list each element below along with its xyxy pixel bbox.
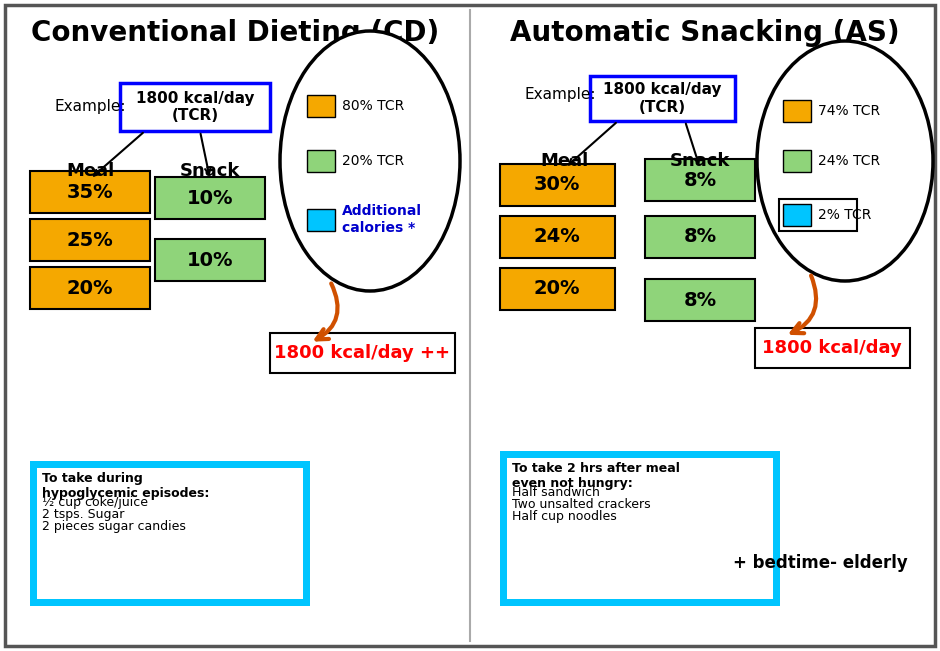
Ellipse shape [757,41,933,281]
Text: Snack: Snack [670,152,730,170]
Text: Additional
calories *: Additional calories * [342,204,422,234]
Text: 35%: 35% [67,182,114,202]
Text: Automatic Snacking (AS): Automatic Snacking (AS) [510,19,900,47]
Text: 10%: 10% [187,251,233,270]
Text: Meal: Meal [540,152,589,170]
Text: 2 tsps. Sugar: 2 tsps. Sugar [42,508,124,521]
Bar [37,468,303,599]
Text: + bedtime- elderly: + bedtime- elderly [732,554,907,572]
Text: 74% TCR: 74% TCR [819,104,881,118]
Bar [500,164,615,206]
Ellipse shape [280,31,460,291]
Text: 25%: 25% [67,230,114,249]
Bar [270,333,455,373]
Text: Conventional Dieting (CD): Conventional Dieting (CD) [31,19,439,47]
Bar [155,239,265,281]
Bar [307,96,335,117]
Text: Half cup noodles: Half cup noodles [512,510,617,523]
Text: 1800 kcal/day
(TCR): 1800 kcal/day (TCR) [603,82,722,115]
Bar [783,204,811,226]
Bar [783,150,811,172]
Bar [120,83,270,131]
Text: 30%: 30% [534,176,580,195]
Text: Snack: Snack [180,162,241,180]
Text: To take during
hypoglycemic episodes:: To take during hypoglycemic episodes: [42,472,210,500]
Bar [507,458,773,599]
Bar [30,171,150,213]
Text: 20% TCR: 20% TCR [342,154,404,168]
Bar [590,76,735,121]
Text: Two unsalted crackers: Two unsalted crackers [512,498,650,511]
Bar [500,451,780,606]
Text: 2 pieces sugar candies: 2 pieces sugar candies [42,520,186,533]
Text: 8%: 8% [683,290,716,309]
Bar [500,268,615,310]
Bar [645,159,755,201]
Text: 20%: 20% [67,279,113,298]
Text: 20%: 20% [534,279,580,299]
Text: 24%: 24% [534,227,580,247]
Text: Half sandwich: Half sandwich [512,486,600,499]
Bar [30,219,150,261]
Text: 2% TCR: 2% TCR [819,208,871,222]
Text: 80% TCR: 80% TCR [342,100,404,113]
Bar [307,150,335,172]
Bar [30,461,310,606]
Text: To take 2 hrs after meal
even not hungry:: To take 2 hrs after meal even not hungry… [512,462,680,490]
Text: 8%: 8% [683,227,716,247]
Bar [645,216,755,258]
Bar [779,199,857,231]
Text: Example:: Example: [525,87,597,102]
Bar [755,328,910,368]
Text: 1800 kcal/day: 1800 kcal/day [762,339,901,357]
Text: Meal: Meal [66,162,114,180]
Text: 1800 kcal/day
(TCR): 1800 kcal/day (TCR) [135,90,254,123]
Text: 8%: 8% [683,171,716,189]
Text: 24% TCR: 24% TCR [819,154,881,168]
Text: Example:: Example: [55,98,127,113]
Bar [783,100,811,122]
Bar [307,208,335,230]
Bar [155,177,265,219]
Bar [645,279,755,321]
Text: 10%: 10% [187,189,233,208]
Text: 1800 kcal/day ++: 1800 kcal/day ++ [274,344,450,362]
Text: ½ cup coke/juice: ½ cup coke/juice [42,496,148,509]
Bar [30,267,150,309]
Bar [500,216,615,258]
